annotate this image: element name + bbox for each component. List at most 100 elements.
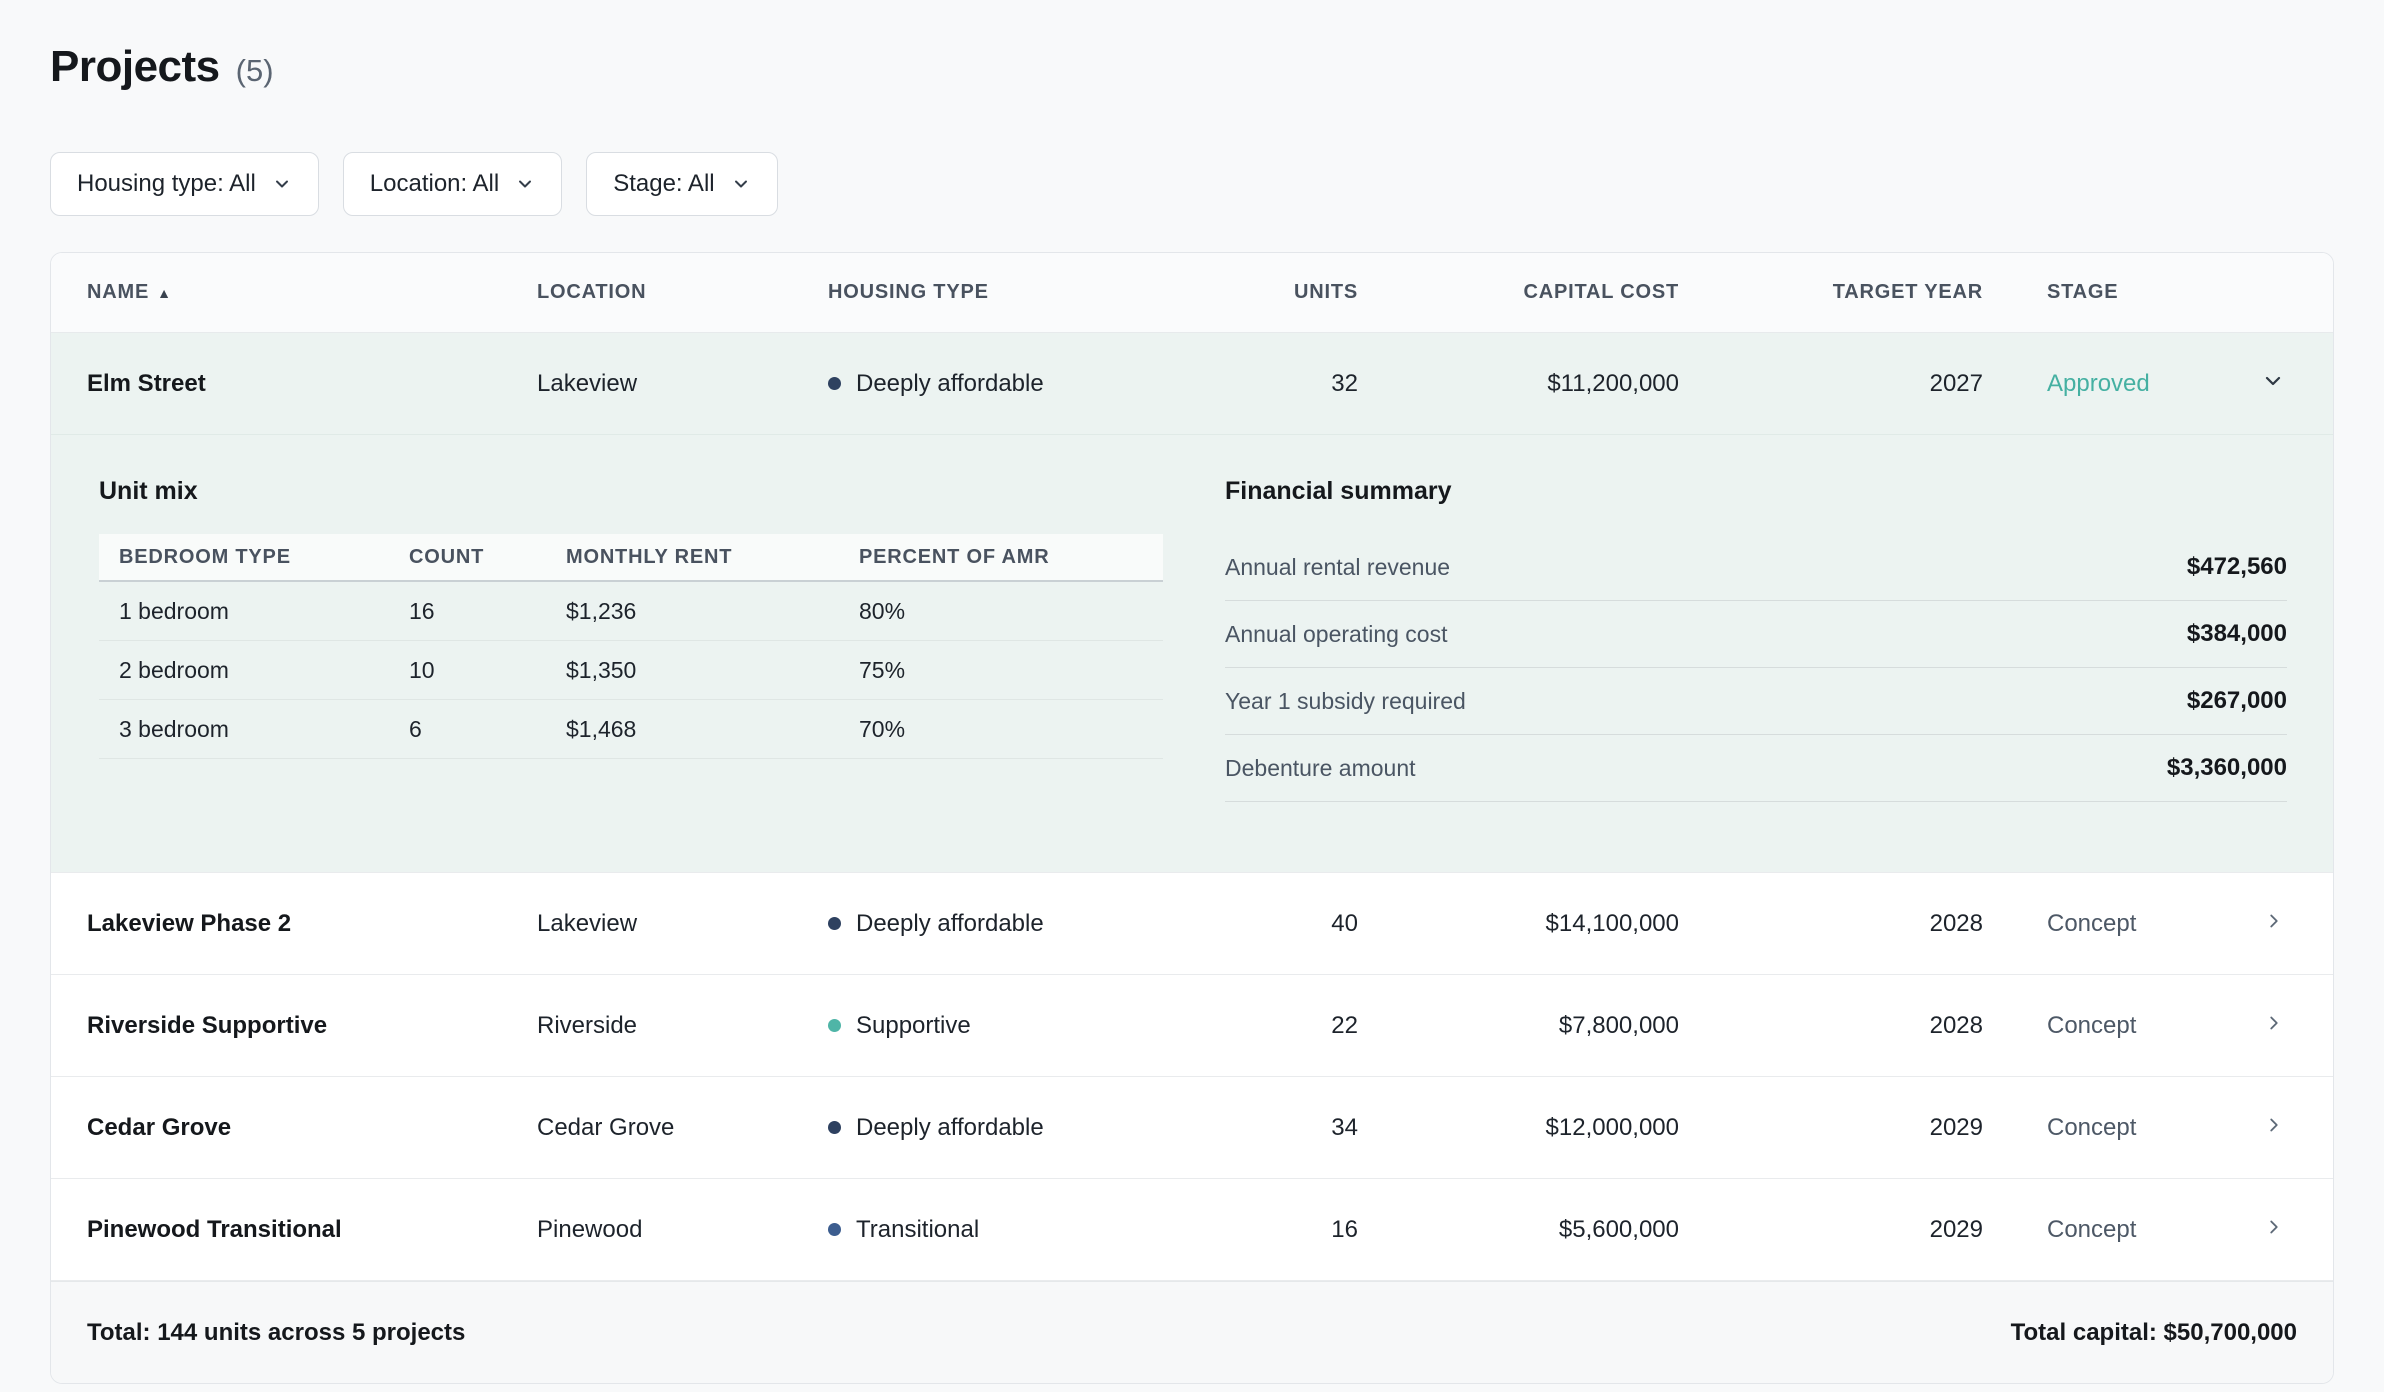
financial-value: $384,000 — [2186, 620, 2287, 647]
chevron-down-icon — [2261, 369, 2285, 398]
financial-value: $472,560 — [2186, 553, 2287, 580]
column-header-location[interactable]: LOCATION — [537, 281, 647, 303]
project-capital-cost: $14,100,000 — [1545, 909, 1679, 937]
project-count-badge: (5) — [235, 53, 274, 88]
percent-of-amr: 75% — [859, 656, 906, 683]
chevron-right-icon — [2263, 1114, 2285, 1141]
chevron-right-icon — [2263, 910, 2285, 937]
project-location: Lakeview — [537, 909, 638, 937]
housing-type-label: Deeply affordable — [856, 369, 1044, 397]
financial-label: Year 1 subsidy required — [1225, 687, 1466, 714]
stage-badge: Concept — [2047, 909, 2137, 937]
monthly-rent: $1,236 — [566, 597, 637, 624]
unit-mix-header-percent-of-amr: PERCENT OF AMR — [859, 545, 1050, 568]
bedroom-type: 1 bedroom — [119, 597, 229, 624]
percent-of-amr: 70% — [859, 715, 906, 742]
column-header-housing-type[interactable]: HOUSING TYPE — [828, 281, 989, 303]
unit-mix-header-row: BEDROOM TYPE COUNT MONTHLY RENT PERCENT … — [99, 534, 1163, 582]
housing-type-label: Transitional — [856, 1215, 980, 1243]
financial-label: Annual operating cost — [1225, 620, 1448, 647]
housing-type-cell: Deeply affordable — [828, 1114, 1228, 1142]
bedroom-type: 3 bedroom — [119, 715, 229, 742]
stage-badge: Concept — [2047, 1215, 2137, 1243]
housing-type-filter[interactable]: Housing type: All — [50, 152, 319, 216]
financial-summary-section: Financial summary Annual rental revenue … — [1225, 477, 2287, 802]
housing-type-dot — [828, 1223, 841, 1236]
column-header-target-year[interactable]: TARGET YEAR — [1832, 281, 1983, 303]
unit-mix-header-monthly-rent: MONTHLY RENT — [566, 545, 733, 568]
project-name: Cedar Grove — [87, 1113, 232, 1141]
column-header-units[interactable]: UNITS — [1294, 281, 1358, 303]
project-target-year: 2028 — [1929, 1011, 1983, 1039]
unit-count: 6 — [409, 715, 422, 742]
housing-type-cell: Deeply affordable — [828, 910, 1228, 938]
unit-mix-row: 2 bedroom 10 $1,350 75% — [99, 641, 1163, 700]
table-row[interactable]: Lakeview Phase 2 Lakeview Deeply afforda… — [51, 873, 2333, 975]
table-row[interactable]: Elm Street Lakeview Deeply affordable 32… — [51, 333, 2333, 435]
housing-type-dot — [828, 1121, 841, 1134]
housing-type-filter-label: Housing type: All — [77, 170, 256, 197]
housing-type-cell: Deeply affordable — [828, 370, 1228, 398]
unit-mix-header-count: COUNT — [409, 545, 485, 568]
project-location: Lakeview — [537, 369, 638, 397]
housing-type-dot — [828, 1019, 841, 1032]
project-target-year: 2029 — [1929, 1215, 1983, 1243]
financial-summary-row: Annual rental revenue $472,560 — [1225, 534, 2287, 601]
projects-table-card: NAME ▲ LOCATION HOUSING TYPE UNITS CAPITA… — [50, 252, 2334, 1384]
expand-row-button[interactable] — [2221, 910, 2299, 937]
sort-ascending-icon: ▲ — [157, 285, 172, 301]
bedroom-type: 2 bedroom — [119, 656, 229, 683]
expand-row-button[interactable] — [2221, 1012, 2299, 1039]
total-units-summary: Total: 144 units across 5 projects — [87, 1318, 466, 1346]
project-target-year: 2028 — [1929, 909, 1983, 937]
financial-summary-row: Year 1 subsidy required $267,000 — [1225, 668, 2287, 735]
expand-row-button[interactable] — [2221, 1216, 2299, 1243]
stage-badge: Approved — [2047, 369, 2150, 397]
project-location: Cedar Grove — [537, 1113, 675, 1141]
stage-badge: Concept — [2047, 1011, 2137, 1039]
stage-filter-label: Stage: All — [613, 170, 715, 197]
unit-mix-section: Unit mix BEDROOM TYPE COUNT MONTHLY RENT… — [99, 477, 1163, 802]
table-footer: Total: 144 units across 5 projects Total… — [51, 1281, 2333, 1383]
project-target-year: 2027 — [1929, 369, 1983, 397]
location-filter[interactable]: Location: All — [342, 152, 563, 216]
project-units: 32 — [1331, 369, 1358, 397]
housing-type-label: Deeply affordable — [856, 1113, 1044, 1141]
expanded-detail-panel: Unit mix BEDROOM TYPE COUNT MONTHLY RENT… — [51, 435, 2333, 873]
project-target-year: 2029 — [1929, 1113, 1983, 1141]
unit-mix-title: Unit mix — [99, 477, 198, 505]
housing-type-cell: Transitional — [828, 1216, 1228, 1244]
project-capital-cost: $12,000,000 — [1545, 1113, 1679, 1141]
expand-row-button[interactable] — [2221, 1114, 2299, 1141]
financial-summary-row: Debenture amount $3,360,000 — [1225, 735, 2287, 802]
chevron-down-icon — [731, 174, 751, 194]
total-capital-summary: Total capital: $50,700,000 — [2010, 1318, 2297, 1346]
unit-mix-header-bedroom-type: BEDROOM TYPE — [119, 545, 291, 568]
housing-type-dot — [828, 377, 841, 390]
stage-badge: Concept — [2047, 1113, 2137, 1141]
housing-type-label: Supportive — [856, 1011, 971, 1039]
stage-filter[interactable]: Stage: All — [586, 152, 778, 216]
project-units: 40 — [1331, 909, 1358, 937]
project-name: Lakeview Phase 2 — [87, 909, 292, 937]
location-filter-label: Location: All — [369, 170, 500, 197]
financial-label: Annual rental revenue — [1225, 553, 1451, 580]
table-row[interactable]: Cedar Grove Cedar Grove Deeply affordabl… — [51, 1077, 2333, 1179]
unit-count: 10 — [409, 656, 435, 683]
table-header-row: NAME ▲ LOCATION HOUSING TYPE UNITS CAPITA… — [51, 253, 2333, 333]
project-units: 22 — [1331, 1011, 1358, 1039]
unit-mix-row: 3 bedroom 6 $1,468 70% — [99, 700, 1163, 759]
table-row[interactable]: Pinewood Transitional Pinewood Transitio… — [51, 1179, 2333, 1281]
project-name: Elm Street — [87, 369, 206, 397]
column-header-capital-cost[interactable]: CAPITAL COST — [1523, 281, 1679, 303]
column-header-stage[interactable]: STAGE — [2047, 281, 2119, 303]
project-location: Pinewood — [537, 1215, 643, 1243]
collapse-row-button[interactable] — [2221, 369, 2299, 398]
project-capital-cost: $11,200,000 — [1547, 369, 1679, 397]
table-row[interactable]: Riverside Supportive Riverside Supportiv… — [51, 975, 2333, 1077]
chevron-down-icon — [272, 174, 292, 194]
chevron-down-icon — [515, 174, 535, 194]
monthly-rent: $1,468 — [566, 715, 637, 742]
column-header-name[interactable]: NAME ▲ — [87, 281, 172, 303]
